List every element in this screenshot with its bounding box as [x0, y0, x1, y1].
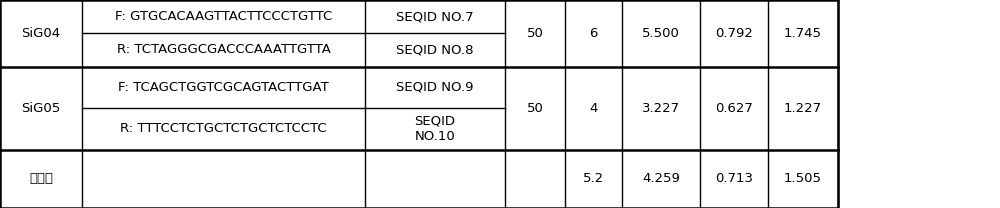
- Text: 6: 6: [589, 27, 598, 40]
- Text: SEQID NO.9: SEQID NO.9: [396, 81, 474, 94]
- Text: SEQID
NO.10: SEQID NO.10: [415, 115, 456, 143]
- Bar: [0, 0, 838, 208]
- Text: 1.227: 1.227: [784, 102, 822, 115]
- Text: 1.745: 1.745: [784, 27, 822, 40]
- Text: SiG04: SiG04: [21, 27, 61, 40]
- Text: 0.713: 0.713: [715, 172, 753, 185]
- Text: 4: 4: [589, 102, 598, 115]
- Text: R: TTTCCTCTGCTCTGCTCTCCTC: R: TTTCCTCTGCTCTGCTCTCCTC: [120, 123, 327, 135]
- Text: 0.792: 0.792: [715, 27, 753, 40]
- Text: 50: 50: [527, 27, 543, 40]
- Text: 1.505: 1.505: [784, 172, 822, 185]
- Text: SEQID NO.7: SEQID NO.7: [396, 10, 474, 23]
- Text: F: TCAGCTGGTCGCAGTACTTGAT: F: TCAGCTGGTCGCAGTACTTGAT: [118, 81, 329, 94]
- Text: 5.500: 5.500: [642, 27, 680, 40]
- Text: R: TCTAGGGCGACCCAAATTGTTA: R: TCTAGGGCGACCCAAATTGTTA: [117, 43, 330, 56]
- Text: F: GTGCACAAGTTACTTCCCTGTTC: F: GTGCACAAGTTACTTCCCTGTTC: [115, 10, 332, 23]
- Text: 50: 50: [527, 102, 543, 115]
- Text: SEQID NO.8: SEQID NO.8: [396, 43, 474, 56]
- Text: SiG05: SiG05: [21, 102, 61, 115]
- Text: 0.627: 0.627: [715, 102, 753, 115]
- Text: 3.227: 3.227: [642, 102, 680, 115]
- Text: 4.259: 4.259: [642, 172, 680, 185]
- Text: 5.2: 5.2: [583, 172, 604, 185]
- Text: 平均値: 平均値: [29, 172, 53, 185]
